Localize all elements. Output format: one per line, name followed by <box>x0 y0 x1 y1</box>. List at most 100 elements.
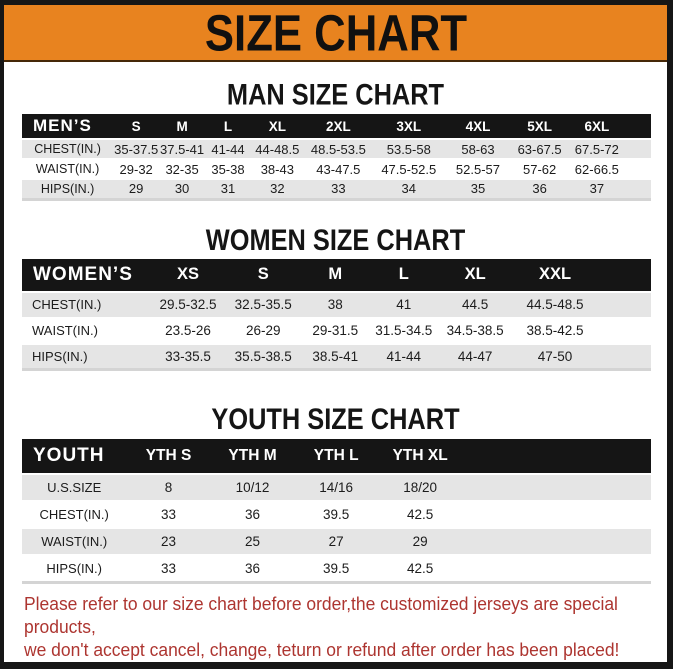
size-value-cell: 29-31.5 <box>300 317 370 345</box>
disclaimer-line-2: we don't accept cancel, change, teturn o… <box>24 639 620 660</box>
size-value-cell: 34.5-38.5 <box>437 317 513 345</box>
size-value-cell: 32.5-35.5 <box>225 290 301 319</box>
size-value-cell: 31 <box>205 179 251 200</box>
size-header-cell: 2XL <box>303 114 373 139</box>
size-value-filler <box>462 555 651 583</box>
size-header-cell: XL <box>437 258 513 292</box>
size-value-cell: 41-44 <box>205 138 251 160</box>
men-table-title: MEN’S <box>22 114 114 139</box>
row-label-cell: HIPS(IN.) <box>22 343 151 371</box>
size-value-cell: 36 <box>210 501 295 529</box>
youth-hips-row: HIPS(IN.) 33 36 39.5 42.5 <box>22 555 651 583</box>
women-table-title: WOMEN’S <box>22 258 151 292</box>
row-label-cell: HIPS(IN.) <box>22 555 127 583</box>
women-hips-row: HIPS(IN.) 33-35.5 35.5-38.5 38.5-41 41-4… <box>22 343 651 371</box>
size-header-filler <box>597 258 651 292</box>
size-value-cell: 41-44 <box>369 343 438 371</box>
size-value-cell: 38 <box>300 290 370 319</box>
page-title: SIZE CHART <box>204 3 467 62</box>
size-header-cell: XS <box>150 258 226 292</box>
size-value-cell: 52.5-57 <box>444 159 512 180</box>
size-value-cell: 37.5-41 <box>159 138 206 160</box>
size-value-cell: 57-62 <box>511 159 568 180</box>
size-value-filler <box>625 138 651 160</box>
size-header-cell: 3XL <box>372 114 445 139</box>
size-header-cell: L <box>369 258 438 292</box>
size-value-cell: 29 <box>378 528 463 556</box>
size-header-cell: YTH S <box>126 439 211 474</box>
disclaimer-line-1: Please refer to our size chart before or… <box>24 593 618 637</box>
size-header-cell: M <box>300 258 370 292</box>
size-value-cell: 48.5-53.5 <box>303 138 373 160</box>
size-header-cell: 6XL <box>567 114 626 139</box>
size-header-cell: XL <box>250 114 304 139</box>
size-header-cell: 5XL <box>511 114 568 139</box>
youth-ussize-row: U.S.SIZE 8 10/12 14/16 18/20 <box>22 473 651 502</box>
size-value-filler <box>462 501 651 529</box>
men-chest-row: CHEST(IN.) 35-37.5 37.5-41 41-44 44-48.5… <box>22 138 651 160</box>
size-value-filler <box>625 159 651 180</box>
row-label-cell: CHEST(IN.) <box>22 290 151 319</box>
row-label-cell: HIPS(IN.) <box>22 179 114 200</box>
size-value-cell: 67.5-72 <box>567 138 626 160</box>
youth-header-row: YOUTH YTH S YTH M YTH L YTH XL <box>22 439 651 474</box>
size-value-cell: 43-47.5 <box>303 159 373 180</box>
row-label-cell: WAIST(IN.) <box>22 317 151 345</box>
size-value-cell: 38.5-41 <box>300 343 370 371</box>
men-header-row: MEN’S S M L XL 2XL 3XL 4XL 5XL 6XL <box>22 114 651 139</box>
row-label-cell: WAIST(IN.) <box>22 528 127 556</box>
men-waist-row: WAIST(IN.) 29-32 32-35 35-38 38-43 43-47… <box>22 159 651 180</box>
size-value-cell: 31.5-34.5 <box>369 317 438 345</box>
size-value-filler <box>625 179 651 200</box>
size-value-cell: 42.5 <box>378 501 463 529</box>
size-value-cell: 41 <box>369 290 438 319</box>
women-waist-row: WAIST(IN.) 23.5-26 26-29 29-31.5 31.5-34… <box>22 317 651 345</box>
size-value-filler <box>597 317 651 345</box>
size-header-cell: M <box>159 114 206 139</box>
size-value-cell: 44-47 <box>437 343 513 371</box>
size-header-cell: XXL <box>512 258 598 292</box>
disclaimer-text: Please refer to our size chart before or… <box>24 593 642 662</box>
size-value-cell: 18/20 <box>378 473 463 502</box>
size-value-filler <box>597 290 651 319</box>
size-value-cell: 29.5-32.5 <box>150 290 226 319</box>
size-header-cell: S <box>113 114 160 139</box>
size-value-cell: 58-63 <box>444 138 512 160</box>
size-value-cell: 35-37.5 <box>113 138 160 160</box>
size-value-cell: 23 <box>126 528 211 556</box>
men-hips-row: HIPS(IN.) 29 30 31 32 33 34 35 36 37 <box>22 179 651 200</box>
size-value-cell: 47.5-52.5 <box>372 159 445 180</box>
youth-table-title: YOUTH <box>22 439 127 474</box>
size-value-filler <box>462 473 651 502</box>
women-header-row: WOMEN’S XS S M L XL XXL <box>22 258 651 292</box>
size-value-cell: 44.5 <box>437 290 513 319</box>
size-value-cell: 33 <box>126 501 211 529</box>
size-value-cell: 32 <box>250 179 304 200</box>
size-value-cell: 44-48.5 <box>250 138 304 160</box>
size-value-cell: 39.5 <box>294 501 378 529</box>
size-header-cell: YTH XL <box>378 439 463 474</box>
size-value-cell: 10/12 <box>210 473 295 502</box>
size-value-cell: 44.5-48.5 <box>512 290 598 319</box>
size-value-cell: 37 <box>567 179 626 200</box>
size-value-cell: 34 <box>372 179 445 200</box>
youth-waist-row: WAIST(IN.) 23 25 27 29 <box>22 528 651 556</box>
women-size-table: WOMEN’S XS S M L XL XXL CHEST(IN.) 29.5-… <box>22 258 651 371</box>
title-banner: SIZE CHART <box>4 3 667 62</box>
size-value-filler <box>462 528 651 556</box>
size-header-filler <box>462 439 651 474</box>
youth-size-table: YOUTH YTH S YTH M YTH L YTH XL U.S.SIZE … <box>22 439 651 584</box>
size-value-cell: 36 <box>210 555 295 583</box>
size-value-cell: 38.5-42.5 <box>512 317 598 345</box>
women-chest-row: CHEST(IN.) 29.5-32.5 32.5-35.5 38 41 44.… <box>22 290 651 319</box>
size-value-cell: 62-66.5 <box>567 159 626 180</box>
row-label-cell: U.S.SIZE <box>22 473 127 502</box>
size-value-cell: 42.5 <box>378 555 463 583</box>
youth-chest-row: CHEST(IN.) 33 36 39.5 42.5 <box>22 501 651 529</box>
row-label-cell: CHEST(IN.) <box>22 138 114 160</box>
size-value-cell: 26-29 <box>225 317 301 345</box>
size-header-cell: S <box>225 258 301 292</box>
size-value-cell: 36 <box>511 179 568 200</box>
size-value-cell: 53.5-58 <box>372 138 445 160</box>
